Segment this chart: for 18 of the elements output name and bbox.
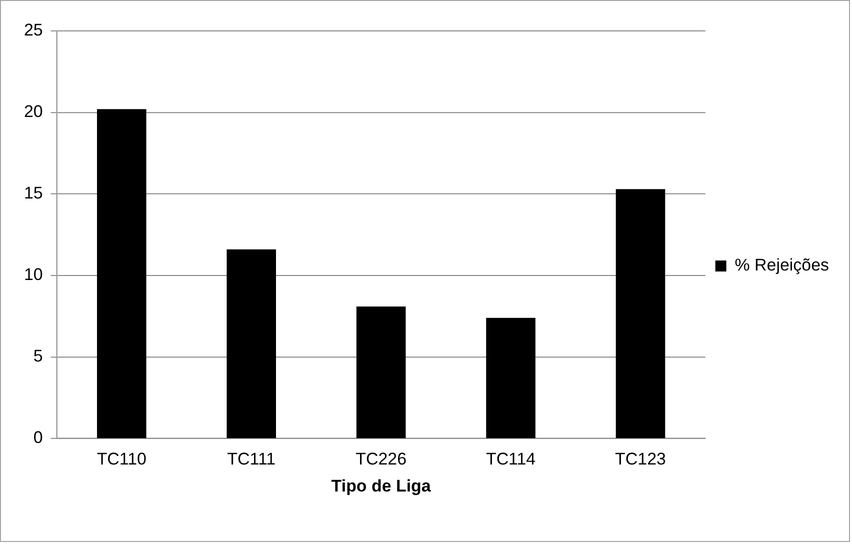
y-tick-label: 20 <box>24 102 43 122</box>
bar <box>226 249 276 438</box>
y-tick-label: 5 <box>33 346 43 366</box>
x-tick-label: TC123 <box>615 449 666 468</box>
x-axis-title: Tipo de Liga <box>331 476 432 496</box>
x-tick-label: TC114 <box>486 449 536 468</box>
x-tick-label: TC226 <box>356 449 407 468</box>
bar <box>96 109 146 438</box>
x-tick-label: TC110 <box>96 449 146 468</box>
y-tick-label: 10 <box>24 265 43 284</box>
y-tick-label: 15 <box>24 184 43 203</box>
legend-label: % Rejeições <box>734 256 829 275</box>
x-tick-label: TC111 <box>227 449 276 468</box>
bar <box>356 306 406 438</box>
y-tick-label: 0 <box>33 428 43 448</box>
bar <box>616 189 666 438</box>
y-tick-label: 25 <box>24 20 43 40</box>
bar <box>486 318 536 438</box>
